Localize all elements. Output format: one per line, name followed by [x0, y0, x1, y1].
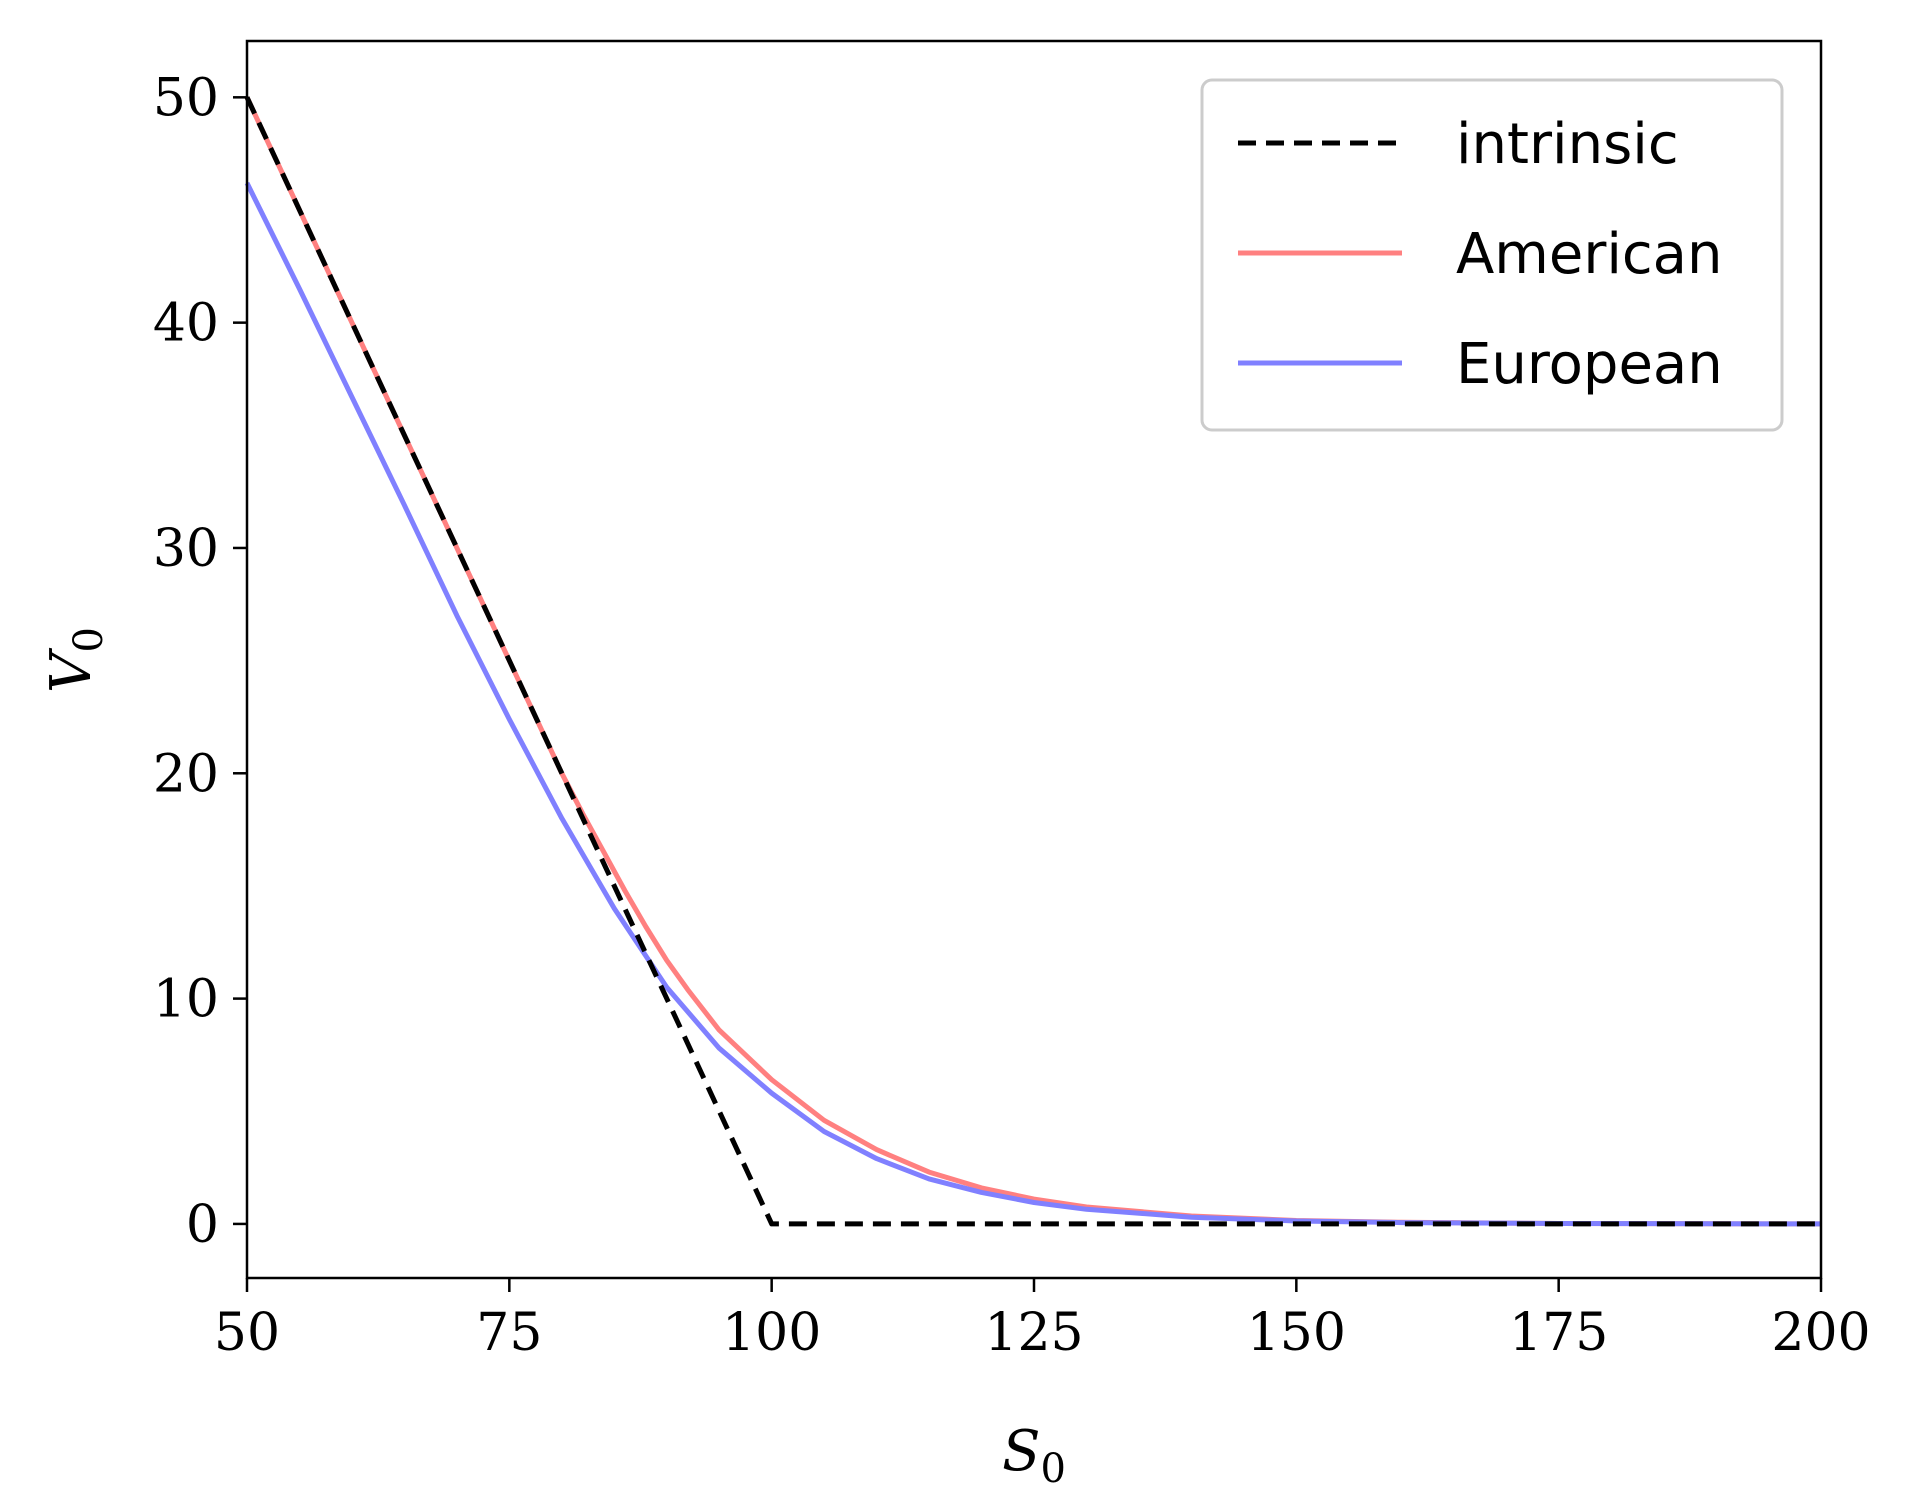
x-tick-label: 150: [1247, 1303, 1346, 1363]
legend-label-european: European: [1456, 332, 1723, 397]
legend-box: [1200, 78, 1784, 432]
y-tick-label: 30: [153, 519, 219, 579]
x-axis: 50 75 100 125 150 175 200: [214, 1278, 1871, 1363]
x-tick-label: 75: [476, 1303, 542, 1363]
x-tick-label: 100: [722, 1303, 821, 1363]
legend-label-intrinsic: intrinsic: [1456, 112, 1679, 177]
plot-area: [244, 96, 1822, 1227]
x-tick-label: 125: [984, 1303, 1083, 1363]
legend: intrinsic American European: [1200, 78, 1784, 432]
y-tick-label: 20: [153, 744, 219, 804]
series-line-intrinsic: [244, 96, 1821, 1227]
legend-label-american: American: [1456, 222, 1723, 287]
y-tick-label: 0: [186, 1195, 219, 1255]
y-tick-label: 50: [153, 68, 219, 128]
x-axis-label: S0: [1002, 1419, 1066, 1492]
y-tick-label: 10: [153, 970, 219, 1030]
y-axis-label: V0: [39, 627, 112, 693]
x-tick-label: 175: [1509, 1303, 1608, 1363]
y-tick-label: 40: [153, 294, 219, 354]
series-line-european: [244, 181, 1822, 1227]
y-axis: 0 10 20 30 40 50: [153, 68, 247, 1255]
x-tick-label: 200: [1771, 1303, 1870, 1363]
x-tick-label: 50: [214, 1303, 280, 1363]
